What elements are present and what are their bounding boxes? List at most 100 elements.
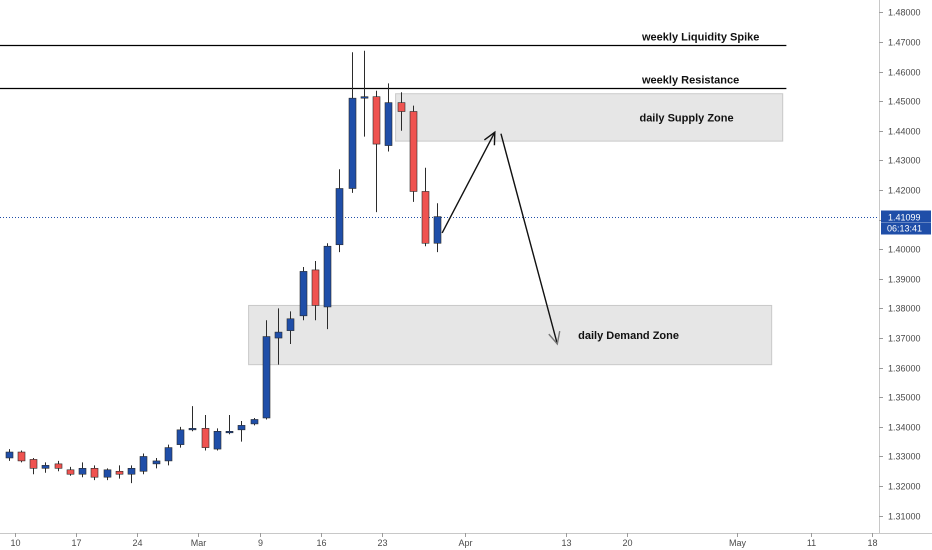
candle-body [286,318,295,331]
candle-body [335,188,344,246]
candle-body [127,468,136,475]
candle-body [237,425,246,431]
candle-body [250,419,259,425]
candle-body [323,245,332,308]
level-label-0: weekly Liquidity Spike [641,32,759,44]
arrow-shaft [441,131,496,234]
projection-arrow-1[interactable] [500,133,561,346]
y-tick-label: 1.31000 [888,512,921,522]
y-tick-label: 1.47000 [888,38,921,48]
candle-body [164,447,173,462]
candle[interactable] [213,428,222,451]
candle[interactable] [409,105,418,202]
x-tick-label: 16 [316,538,326,548]
candle[interactable] [164,444,173,466]
candle[interactable] [90,465,99,481]
candle[interactable] [299,266,308,321]
candle[interactable] [176,426,185,448]
y-tick-label: 1.46000 [888,68,921,78]
x-tick-label: 13 [561,538,571,548]
candle[interactable] [152,457,161,469]
candle[interactable] [421,167,430,247]
candle-body [115,470,124,475]
candle[interactable] [335,169,344,253]
candle[interactable] [262,320,271,420]
x-tick-label: 17 [71,538,81,548]
x-tick-label: 11 [807,538,816,548]
candle-body [397,102,406,112]
candle-body [262,336,271,419]
y-tick-label: 1.40000 [888,245,921,255]
candle[interactable] [139,453,148,475]
y-tick-label: 1.35000 [888,393,921,403]
projection-arrow-0[interactable] [441,130,496,234]
candle-body [311,269,320,306]
candle-body [274,331,283,339]
candle-body [201,428,210,448]
candle[interactable] [397,92,406,131]
y-tick-label: 1.37000 [888,334,921,344]
candle-body [409,111,418,192]
x-tick-label: 10 [10,538,20,548]
candle-body [29,459,38,469]
candle-body [384,102,393,146]
x-tick-label: 9 [258,538,263,548]
candle[interactable] [54,460,63,472]
candle-body [433,216,442,244]
y-tick-label: 1.45000 [888,97,921,107]
candle-body [421,191,430,244]
candle-body [17,451,26,462]
candle-body [66,469,75,475]
candle[interactable] [384,83,393,152]
candle-body [103,469,112,478]
candle[interactable] [372,90,381,213]
level-label-1: weekly Resistance [641,75,739,87]
candle-body [372,96,381,145]
zone-rect-0[interactable] [395,93,784,142]
annotation-labels-layer: daily Supply Zone daily Demand Zone weekly… [578,32,759,343]
candle[interactable] [29,457,38,475]
candle[interactable] [188,406,197,432]
candle[interactable] [225,415,234,435]
x-tick-label: Mar [191,538,207,548]
y-tick-label: 1.33000 [888,452,921,462]
candle[interactable] [103,468,112,481]
x-tick-label: Apr [458,538,472,548]
candle[interactable] [115,465,124,479]
candle[interactable] [66,466,75,476]
candle[interactable] [127,465,136,484]
candle[interactable] [323,243,332,330]
candle[interactable] [78,462,87,478]
x-tick-label: 20 [622,538,632,548]
candle[interactable] [17,450,26,463]
zones-layer [248,93,784,366]
y-tick-label: 1.36000 [888,364,921,374]
x-tick-label: 24 [132,538,142,548]
candle[interactable] [250,417,259,426]
candle-body [348,97,357,189]
candle-body [225,431,234,434]
candle[interactable] [237,420,246,442]
candle[interactable] [348,52,357,193]
candle[interactable] [201,415,210,451]
candle[interactable] [433,203,442,253]
candle[interactable] [5,449,14,461]
candle[interactable] [286,311,295,344]
x-tick-label: 23 [377,538,387,548]
candle-body [139,456,148,472]
candle[interactable] [274,308,283,365]
candle[interactable] [360,50,369,137]
arrows-layer [441,130,561,346]
candle-body [176,429,185,445]
zone-label-0: daily Supply Zone [639,112,733,124]
candle-body [90,468,99,478]
zone-rect-1[interactable] [248,304,773,366]
candle-body [54,463,63,469]
y-tick-label: 1.42000 [888,186,921,196]
candle[interactable] [311,261,320,321]
y-tick-label: 1.39000 [888,275,921,285]
candle[interactable] [41,462,50,473]
